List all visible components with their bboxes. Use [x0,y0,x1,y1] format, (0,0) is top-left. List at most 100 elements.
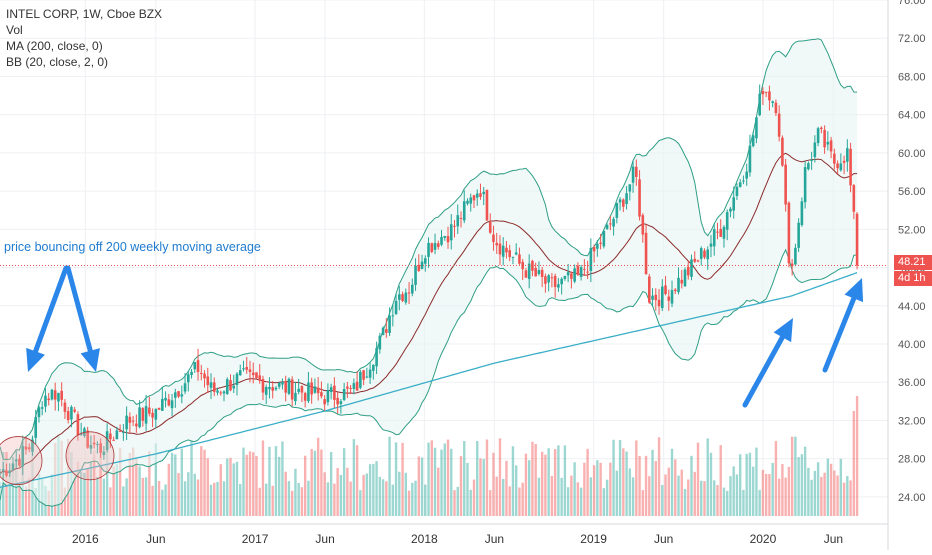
moving-average-200-line [0,272,858,488]
candle-body [846,148,849,162]
highlight-circle-2016 [65,431,115,481]
volume-bar [596,460,599,516]
volume-bar [453,490,456,516]
candle-body [196,360,200,373]
candle-body [479,193,482,197]
candle-body [618,199,622,203]
volume-bar [826,458,830,516]
candle-body [378,335,382,350]
volume-bar [599,462,602,516]
candle-body [346,386,349,389]
volume-bar [437,467,440,516]
candle-body [232,385,236,389]
volume-bar [476,441,479,516]
y-tick-label: 72.00 [898,33,926,45]
candle-body [732,197,736,211]
volume-bar [498,438,502,516]
candle-body [810,159,813,161]
candle-body [829,140,833,152]
candle-body [27,447,31,450]
candle-body [712,229,716,247]
volume-bar [482,459,485,516]
volume-bar [281,441,284,516]
volume-bar [388,436,391,516]
volume-bar [226,458,229,516]
candle-body [372,364,375,371]
volume-bar [193,473,196,516]
candle-body [342,388,346,400]
volume-bar [414,480,417,516]
candle-body [563,275,567,279]
candle-body [199,372,203,374]
volume-bar [573,462,576,516]
candle-body [50,389,54,400]
volume-bar [349,481,352,516]
candle-body [0,473,2,475]
candle-body [729,208,732,212]
candle-body [573,268,576,282]
highlight-circles [0,431,115,485]
candle-body [566,272,570,276]
candle-body [219,392,223,394]
volume-bar [161,489,164,516]
candle-body [654,294,658,301]
volume-bar [443,443,446,516]
volume-bar [235,461,239,516]
volume-bar [157,480,161,516]
volume-bar [670,448,674,516]
volume-bar [89,462,93,516]
volume-bar [138,466,141,516]
volume-bar [28,477,31,516]
candle-body [459,217,463,219]
candle-body [303,393,307,401]
candle-body [235,373,239,386]
y-tick-label: 40.00 [898,339,926,351]
candle-body [777,113,781,137]
candle-body [544,276,547,284]
candle-body [11,463,15,470]
legend-symbol: INTEL CORP, 1W, Cboe BZX [6,7,163,21]
candle-body [229,380,232,391]
volume-bar [430,440,433,516]
x-tick-label: 2018 [411,532,438,546]
candle-body [125,415,128,430]
volume-bar [502,479,505,516]
volume-bar [842,482,846,516]
volume-bar [352,439,356,516]
legend: INTEL CORP, 1W, Cboe BZX Vol MA (200, cl… [6,6,162,70]
candle-body [70,406,73,420]
volume-bar [99,443,102,516]
volume-bar [287,481,291,516]
volume-bar [105,450,109,516]
candle-body [641,215,645,235]
volume-bar [206,458,209,516]
candle-body [583,268,586,270]
volume-bar [190,440,193,516]
candle-body [436,243,440,247]
candle-body [31,439,34,452]
volume-bar [24,486,28,516]
volume-bar [15,462,18,516]
volume-bar [534,443,537,516]
volume-bar [592,465,596,516]
volume-bar [540,451,544,516]
candle-body [664,285,667,295]
volume-bar [583,462,586,516]
volume-bar [34,488,37,516]
volume-bar [794,436,797,516]
candle-body [216,390,219,393]
volume-bar [258,487,261,516]
volume-bar [420,457,424,516]
candle-body [446,236,450,243]
volume-bar [96,476,99,516]
volume-bar [576,482,580,516]
candle-body [547,275,550,283]
volume-bar [735,474,739,516]
candle-body [86,430,89,448]
annotation-text: price bouncing off 200 weekly moving ave… [4,240,261,254]
volume-bar [485,439,489,516]
candle-body [501,245,505,257]
candle-body [300,386,304,393]
